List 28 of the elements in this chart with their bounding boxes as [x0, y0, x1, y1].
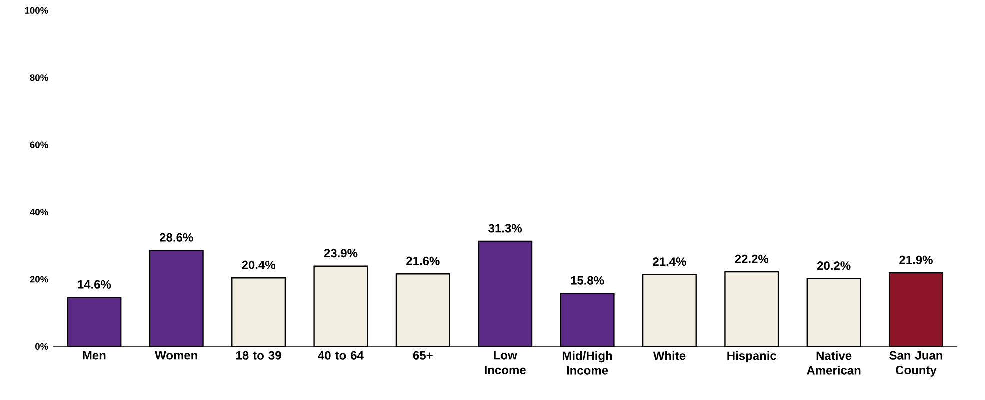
- data-label: 28.6%: [160, 233, 194, 242]
- data-label: 31.3%: [488, 224, 522, 233]
- y-tick-label: 100%: [25, 7, 48, 14]
- data-label: 21.9%: [900, 256, 933, 264]
- x-tick-label: Mid/High Income: [562, 351, 612, 375]
- x-tick-label: Low Income: [485, 351, 526, 374]
- data-label: 23.9%: [324, 249, 358, 258]
- y-tick-label: 40%: [30, 208, 48, 216]
- x-tick-label: San Juan County: [890, 351, 943, 377]
- x-tick-label: 40 to 64: [318, 351, 364, 360]
- y-tick-label: 80%: [30, 74, 48, 82]
- x-tick-label: Native American: [807, 351, 861, 375]
- y-tick-label: 60%: [30, 142, 48, 148]
- data-label: 20.4%: [242, 260, 276, 270]
- data-label: 20.2%: [817, 262, 851, 270]
- x-tick-label: Hispanic: [728, 351, 777, 363]
- x-tick-label: 18 to 39: [236, 351, 282, 360]
- data-label: 21.6%: [406, 256, 440, 266]
- data-label: 22.2%: [735, 254, 769, 264]
- x-tick-label: Men: [83, 351, 106, 360]
- x-tick-label: 65+: [413, 351, 433, 360]
- data-label: 14.6%: [78, 280, 112, 289]
- data-label: 21.4%: [653, 258, 686, 266]
- data-label: 15.8%: [571, 276, 604, 285]
- y-tick-label: 0%: [36, 343, 48, 350]
- x-tick-label: White: [653, 351, 686, 360]
- x-tick-label: Women: [155, 351, 198, 360]
- y-tick-label: 20%: [30, 276, 48, 283]
